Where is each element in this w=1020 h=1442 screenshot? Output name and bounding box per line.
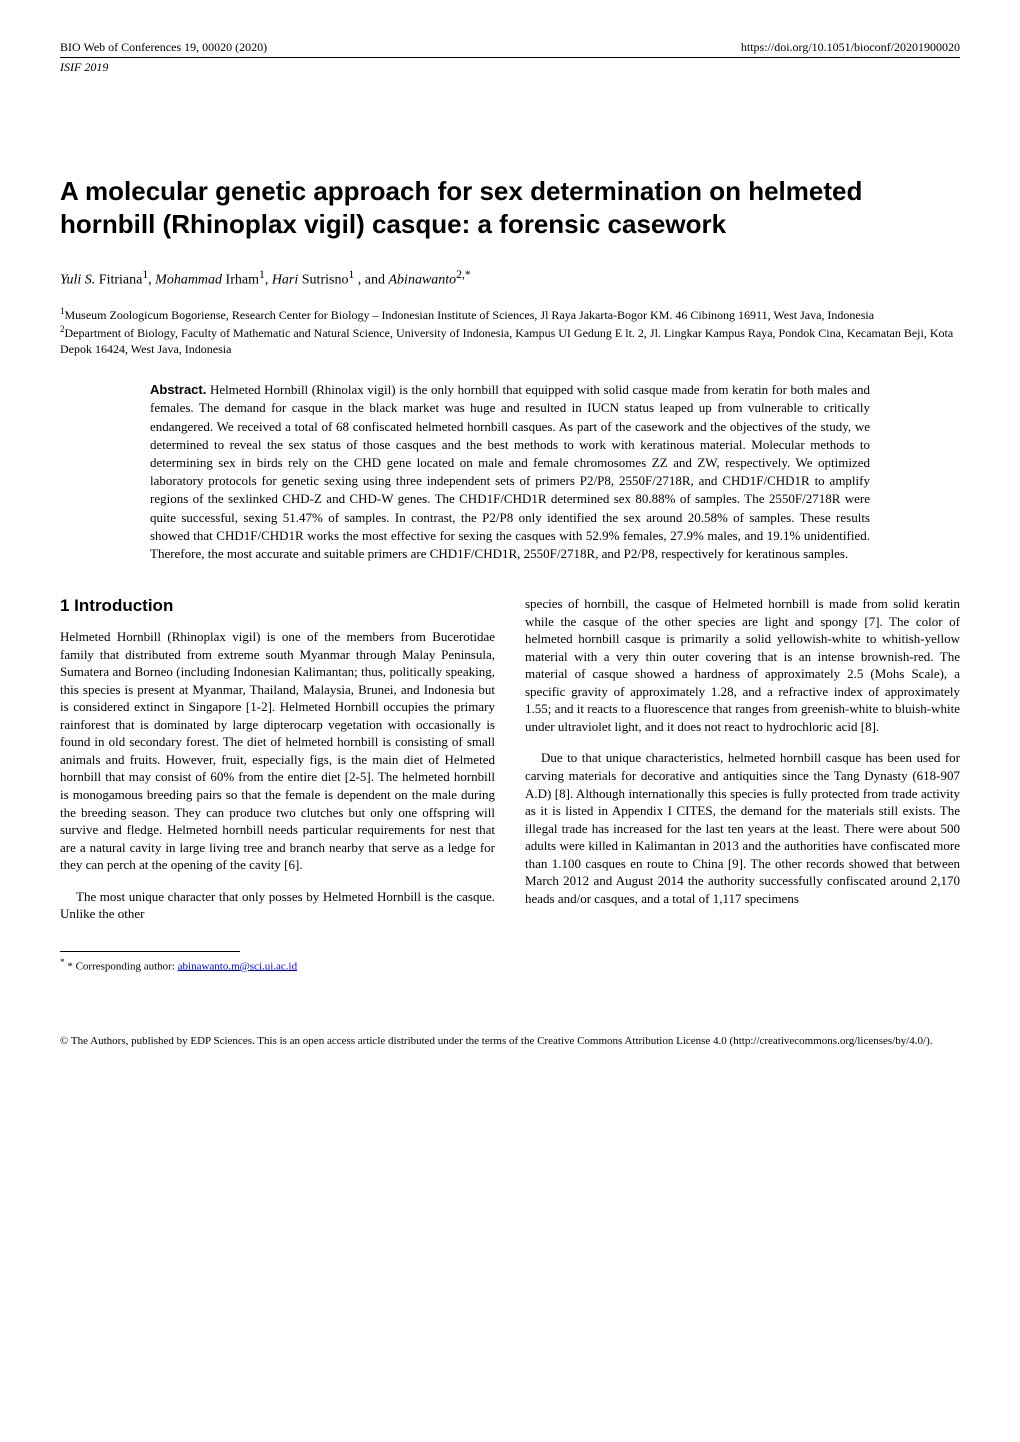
- header-conference: ISIF 2019: [60, 60, 960, 75]
- right-column: species of hornbill, the casque of Helme…: [525, 595, 960, 974]
- author-list: Yuli S. Fitriana1, Mohammad Irham1, Hari…: [60, 268, 960, 289]
- intro-paragraph-1: Helmeted Hornbill (Rhinoplax vigil) is o…: [60, 628, 495, 874]
- body-columns: 1 Introduction Helmeted Hornbill (Rhinop…: [60, 595, 960, 974]
- affiliations: 1Museum Zoologicum Bogoriense, Research …: [60, 305, 960, 358]
- article-title: A molecular genetic approach for sex det…: [60, 175, 960, 240]
- left-column: 1 Introduction Helmeted Hornbill (Rhinop…: [60, 595, 495, 974]
- footnote-separator: [60, 951, 240, 952]
- header-left: BIO Web of Conferences 19, 00020 (2020): [60, 40, 267, 55]
- license-footer: © The Authors, published by EDP Sciences…: [60, 1034, 960, 1048]
- abstract-label: Abstract.: [150, 382, 206, 397]
- section-1-heading: 1 Introduction: [60, 595, 495, 618]
- intro-paragraph-3: species of hornbill, the casque of Helme…: [525, 595, 960, 735]
- intro-paragraph-2: The most unique character that only poss…: [60, 888, 495, 923]
- header-doi: https://doi.org/10.1051/bioconf/20201900…: [741, 40, 960, 55]
- affiliation-2-text: Department of Biology, Faculty of Mathem…: [60, 326, 953, 356]
- affiliation-1-text: Museum Zoologicum Bogoriense, Research C…: [65, 308, 875, 322]
- intro-paragraph-4: Due to that unique characteristics, helm…: [525, 749, 960, 907]
- corresponding-author-footnote: * * Corresponding author: abinawanto.m@s…: [60, 956, 495, 975]
- abstract: Abstract. Helmeted Hornbill (Rhinolax vi…: [150, 381, 870, 563]
- running-header: BIO Web of Conferences 19, 00020 (2020) …: [60, 40, 960, 58]
- affiliation-1: 1Museum Zoologicum Bogoriense, Research …: [60, 305, 960, 323]
- footnote-email-link[interactable]: abinawanto.m@sci.ui.ac.id: [178, 960, 298, 972]
- affiliation-2: 2Department of Biology, Faculty of Mathe…: [60, 323, 960, 357]
- abstract-text: Helmeted Hornbill (Rhinolax vigil) is th…: [150, 382, 870, 561]
- footnote-label: * Corresponding author:: [67, 960, 177, 972]
